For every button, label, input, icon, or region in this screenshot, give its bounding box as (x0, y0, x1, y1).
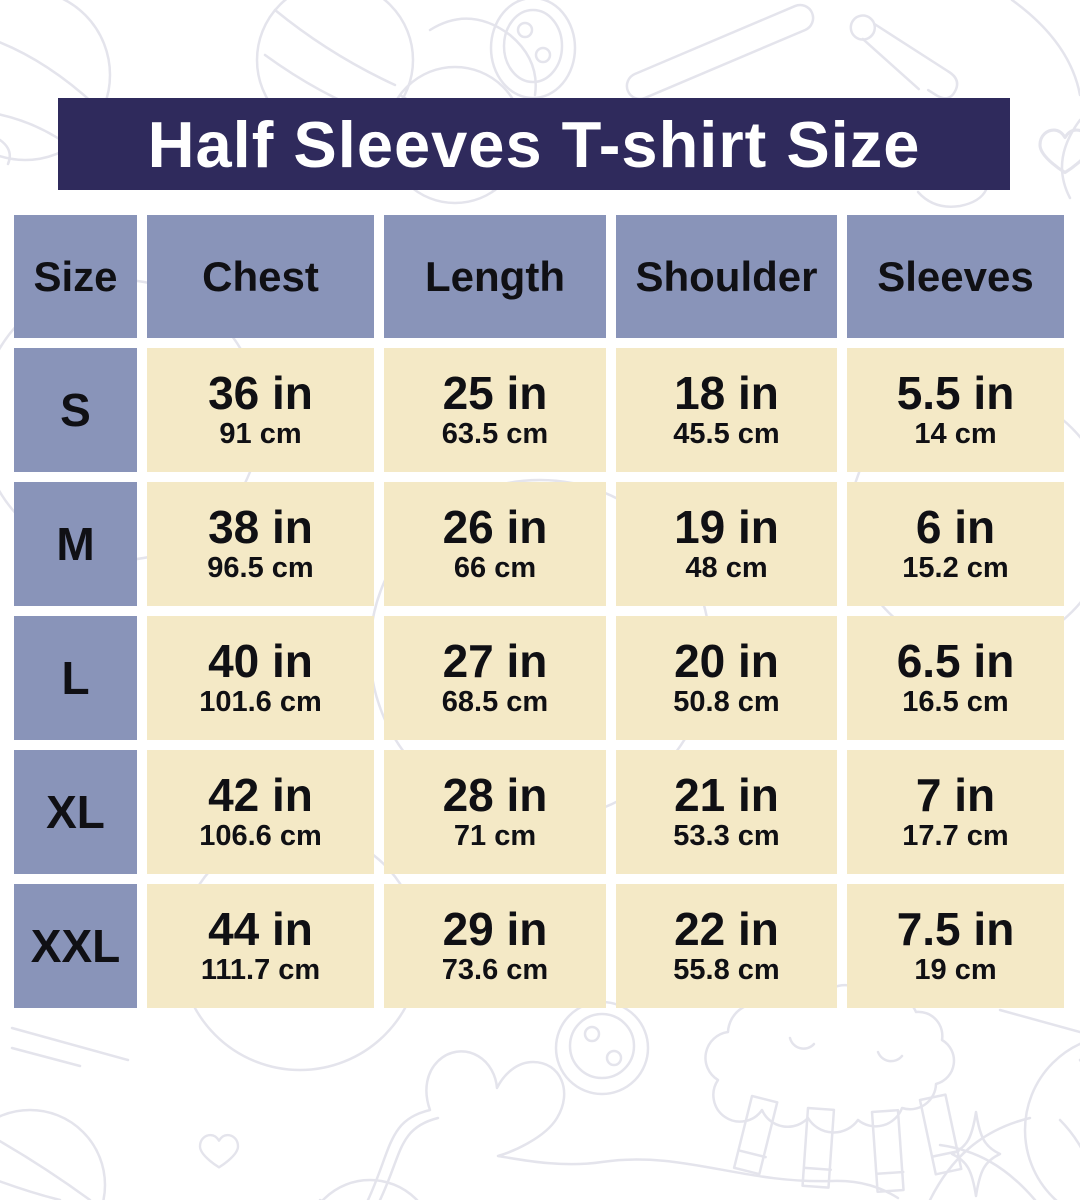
cell-l-sleeves: 6.5 in 16.5 cm (847, 616, 1064, 740)
thread-squiggle-icon (916, 188, 988, 208)
value-cm: 53.3 cm (673, 820, 780, 853)
heart-icon (1038, 128, 1080, 175)
needle-line-icon (10, 1026, 130, 1068)
row-header-m: M (14, 482, 137, 606)
value-cm: 16.5 cm (902, 686, 1009, 719)
button-icon (554, 1000, 650, 1096)
value-inches: 25 in (442, 366, 548, 419)
value-cm: 17.7 cm (902, 820, 1009, 853)
value-inches: 29 in (442, 902, 548, 955)
cell-m-chest: 38 in 96.5 cm (147, 482, 374, 606)
button-icon (489, 0, 577, 100)
cell-m-length: 26 in 66 cm (384, 482, 606, 606)
value-inches: 22 in (674, 902, 779, 955)
value-inches: 6.5 in (896, 634, 1015, 687)
value-cm: 71 cm (453, 820, 537, 853)
safety-pin-icon (849, 14, 959, 100)
sheep-icon (704, 983, 963, 1194)
cell-s-shoulder: 18 in 45.5 cm (616, 348, 837, 472)
yarn-ball-icon (0, 1108, 107, 1200)
column-header-size: Size (14, 215, 137, 338)
value-inches: 27 in (442, 634, 548, 687)
cell-xxl-length: 29 in 73.6 cm (384, 884, 606, 1008)
cell-xl-shoulder: 21 in 53.3 cm (616, 750, 837, 874)
sparkle-icon (950, 1110, 1002, 1198)
cell-xl-sleeves: 7 in 17.7 cm (847, 750, 1064, 874)
value-inches: 6 in (915, 500, 996, 553)
page-title: Half Sleeves T-shirt Size (147, 107, 921, 181)
thread-heart-icon (366, 1050, 900, 1200)
value-inches: 5.5 in (896, 366, 1015, 419)
cell-l-length: 27 in 68.5 cm (384, 616, 606, 740)
value-cm: 91 cm (219, 418, 302, 451)
row-header-s: S (14, 348, 137, 472)
heart-icon (198, 1133, 240, 1169)
value-inches: 20 in (674, 634, 779, 687)
cell-l-chest: 40 in 101.6 cm (147, 616, 374, 740)
cell-xl-length: 28 in 71 cm (384, 750, 606, 874)
cell-l-shoulder: 20 in 50.8 cm (616, 616, 837, 740)
column-header-shoulder: Shoulder (616, 215, 837, 338)
row-header-xl: XL (14, 750, 137, 874)
value-cm: 63.5 cm (441, 418, 549, 451)
title-banner: Half Sleeves T-shirt Size (58, 98, 1010, 190)
value-cm: 55.8 cm (673, 954, 780, 987)
cell-s-sleeves: 5.5 in 14 cm (847, 348, 1064, 472)
value-cm: 96.5 cm (207, 552, 314, 585)
cell-xxl-sleeves: 7.5 in 19 cm (847, 884, 1064, 1008)
value-inches: 26 in (442, 500, 548, 553)
cell-s-length: 25 in 63.5 cm (384, 348, 606, 472)
value-cm: 73.6 cm (441, 954, 549, 987)
cell-m-shoulder: 19 in 48 cm (616, 482, 837, 606)
value-inches: 7 in (915, 768, 996, 821)
value-cm: 14 cm (914, 418, 997, 451)
yarn-ball-icon (318, 1178, 419, 1200)
cell-m-sleeves: 6 in 15.2 cm (847, 482, 1064, 606)
value-cm: 106.6 cm (199, 820, 322, 853)
value-cm: 50.8 cm (673, 686, 780, 719)
yarn-ball-icon (1023, 1042, 1080, 1200)
value-inches: 44 in (208, 902, 313, 955)
value-cm: 48 cm (685, 552, 768, 585)
yarn-curve-icon (1010, 0, 1080, 200)
cell-s-chest: 36 in 91 cm (147, 348, 374, 472)
value-inches: 28 in (442, 768, 548, 821)
cell-xl-chest: 42 in 106.6 cm (147, 750, 374, 874)
value-cm: 111.7 cm (200, 954, 321, 987)
value-cm: 101.6 cm (199, 686, 322, 719)
value-cm: 15.2 cm (902, 552, 1009, 585)
column-header-length: Length (384, 215, 606, 338)
value-cm: 66 cm (453, 552, 537, 585)
value-cm: 68.5 cm (441, 686, 549, 719)
value-cm: 45.5 cm (673, 418, 780, 451)
value-inches: 42 in (208, 768, 313, 821)
column-header-sleeves: Sleeves (847, 215, 1064, 338)
cell-xxl-chest: 44 in 111.7 cm (147, 884, 374, 1008)
cell-xxl-shoulder: 22 in 55.8 cm (616, 884, 837, 1008)
value-inches: 36 in (208, 366, 313, 419)
knitting-needle-icon (625, 3, 815, 101)
value-inches: 21 in (674, 768, 779, 821)
column-header-chest: Chest (147, 215, 374, 338)
row-header-l: L (14, 616, 137, 740)
row-header-xxl: XXL (14, 884, 137, 1008)
value-inches: 38 in (208, 500, 313, 553)
value-cm: 19 cm (914, 954, 997, 987)
value-inches: 7.5 in (896, 902, 1015, 955)
value-inches: 40 in (208, 634, 313, 687)
value-inches: 18 in (674, 366, 779, 419)
scissors-icon (928, 1008, 1080, 1200)
value-inches: 19 in (674, 500, 779, 553)
size-chart-table: Size Chest Length Shoulder Sleeves S 36 … (14, 215, 1064, 1008)
